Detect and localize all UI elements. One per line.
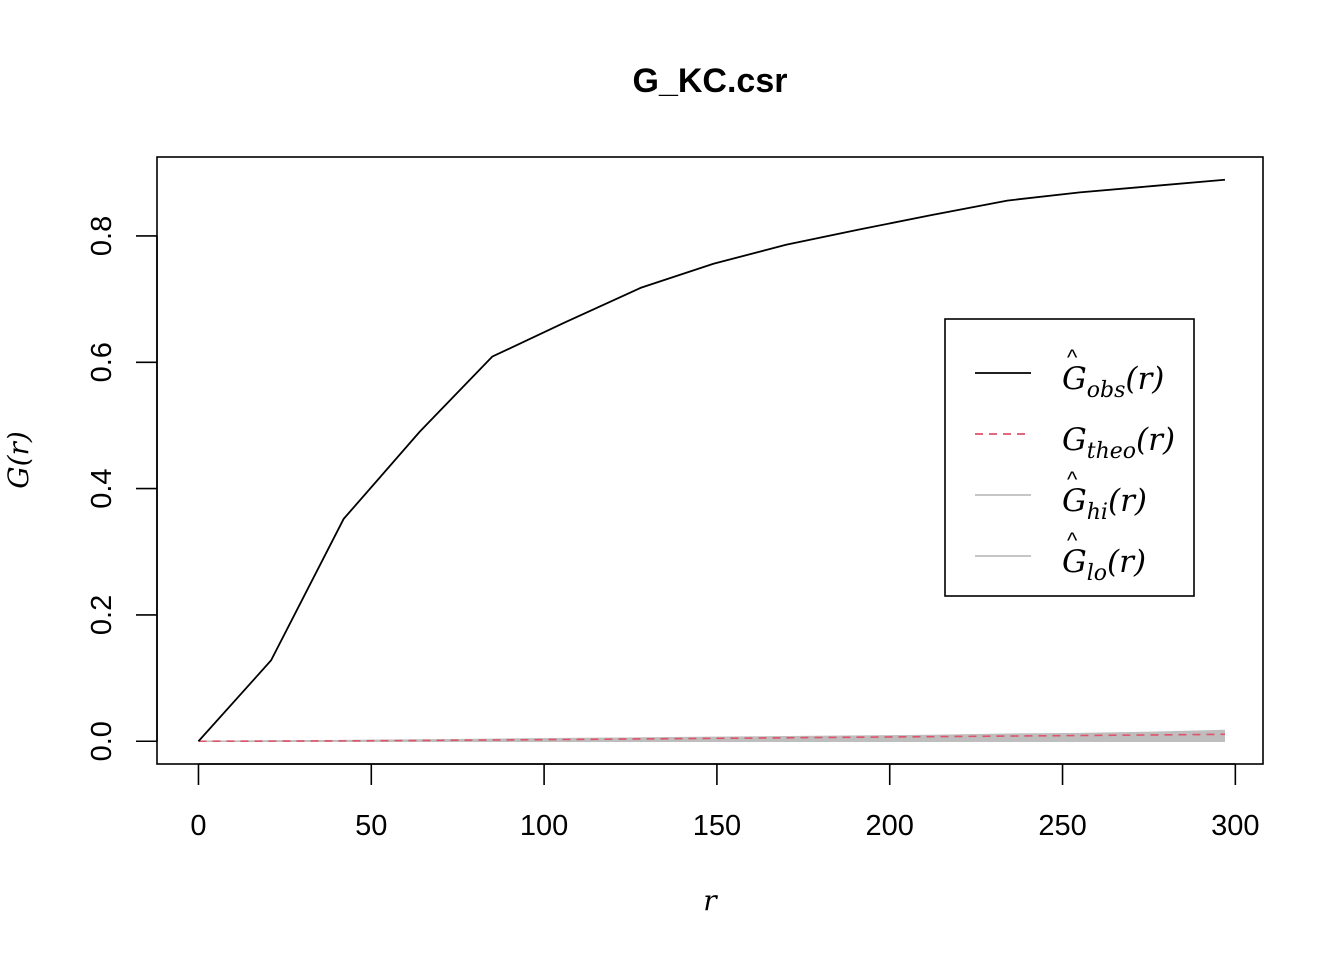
legend-hat-hi: ^ (1067, 467, 1078, 492)
x-tick-label: 50 (355, 810, 387, 842)
x-axis-label: r (703, 884, 718, 917)
y-tick-label: 0.2 (86, 595, 118, 635)
legend-hat-obs: ^ (1067, 345, 1078, 370)
legend-label-hi: Ghi(r) (1062, 483, 1147, 525)
x-tick-label: 300 (1211, 810, 1259, 842)
y-tick-label: 0.0 (86, 721, 118, 761)
series-theo-line (198, 733, 1225, 743)
x-tick-label: 150 (693, 810, 741, 842)
legend-label-theo: Gtheo(r) (1062, 422, 1175, 464)
x-tick-label: 100 (520, 810, 568, 842)
envelope-band (198, 730, 1225, 742)
legend-label-lo: Glo(r) (1062, 544, 1146, 586)
x-tick-label: 0 (190, 810, 206, 842)
y-tick-label: 0.4 (86, 468, 118, 508)
y-axis: 0.0 0.2 0.4 0.6 0.8 (86, 216, 158, 761)
x-tick-label: 200 (866, 810, 914, 842)
legend: Gobs(r)^Gtheo(r)Ghi(r)^Glo(r)^ (944, 318, 1195, 597)
y-tick-label: 0.8 (86, 216, 118, 256)
series-layer (197, 178, 1226, 743)
y-tick-label: 0.6 (86, 342, 118, 382)
envelope-layer (198, 730, 1225, 742)
x-tick-label: 250 (1038, 810, 1086, 842)
legend-box (944, 318, 1195, 597)
y-axis-label: G(r) (2, 431, 35, 489)
series-obs-line (197, 178, 1226, 742)
chart-title: G_KC.csr (633, 62, 788, 100)
legend-label-obs: Gobs(r) (1062, 361, 1164, 403)
x-axis: 0 50 100 150 200 250 300 (190, 763, 1260, 842)
legend-hat-lo: ^ (1067, 528, 1078, 553)
